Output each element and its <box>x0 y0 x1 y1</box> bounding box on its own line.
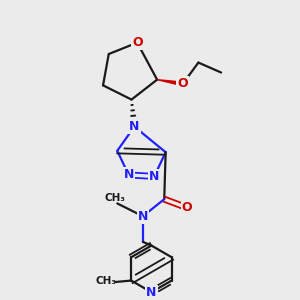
Text: N: N <box>146 286 157 299</box>
Polygon shape <box>157 80 183 86</box>
Text: N: N <box>138 210 148 223</box>
Text: O: O <box>177 77 188 90</box>
Text: CH₃: CH₃ <box>104 193 125 203</box>
Text: O: O <box>132 36 142 49</box>
Text: N: N <box>124 169 134 182</box>
Text: N: N <box>129 120 140 133</box>
Text: CH₃: CH₃ <box>96 276 117 286</box>
Text: O: O <box>182 201 192 214</box>
Text: N: N <box>149 170 160 183</box>
